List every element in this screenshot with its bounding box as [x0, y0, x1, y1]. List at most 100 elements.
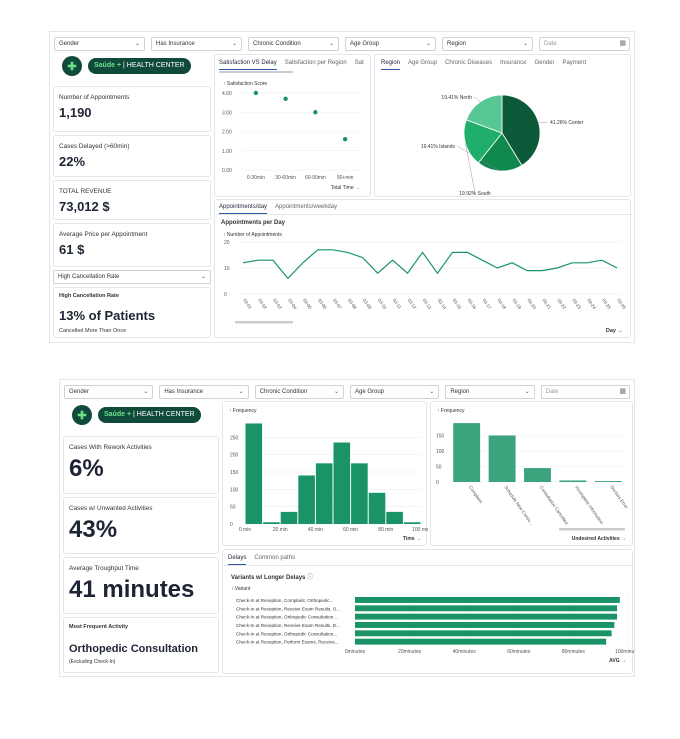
insurance-filter[interactable]: Has Insurance ⌄ [151, 37, 242, 51]
x-tick-label: 03-09 [362, 298, 373, 311]
tab-chronic-diseases[interactable]: Chronic Diseases [445, 60, 493, 66]
metric-selector-label: High Cancellation Rate [58, 274, 120, 280]
divider [215, 214, 632, 215]
kpi-appointments: Number of Appointments 1,190 [53, 86, 211, 132]
insurance-filter[interactable]: Has Insurance ⌄ [159, 385, 249, 399]
kpi-value: 1,190 [59, 105, 92, 120]
gender-filter-label: Gender [69, 389, 90, 395]
x-axis-title: Time → [403, 536, 421, 542]
x-tick-label: 40 min [308, 527, 323, 533]
x-tick-label: 20minutes [398, 649, 422, 655]
pie-slice [477, 132, 523, 172]
delays-bar-chart: ↑ Variant 0minutes 20minutes 40minutes 60min… [231, 586, 634, 664]
pie-leader-line [538, 121, 549, 123]
histogram-bar [333, 442, 351, 524]
filter-bar: Gender ⌄ Has Insurance ⌄ Chronic Condition… [54, 37, 630, 51]
x-tick-label: 100 min [412, 527, 428, 533]
date-filter-label: Date [545, 389, 559, 395]
kpi-average-price: Average Price per Appointment 61 $ [53, 223, 211, 267]
age-filter[interactable]: Age Group ⌄ [349, 385, 440, 399]
histogram-bar [403, 522, 421, 524]
tab-region[interactable]: Region [381, 60, 401, 70]
tab-scrollbar[interactable] [219, 71, 293, 73]
gender-filter[interactable]: Gender ⌄ [64, 385, 154, 399]
histogram-bar [386, 511, 403, 524]
tab-satisfaction-more[interactable]: Sat [354, 60, 364, 66]
logo-mark-icon: ✚ [62, 56, 82, 76]
pie-leader-line [465, 143, 476, 194]
tab-insurance[interactable]: Insurance [500, 60, 527, 66]
appointments-card: Appointments/day Appointments/weekday Ap… [214, 199, 632, 338]
x-tick-label: 03-26 [616, 298, 627, 311]
histogram-bar [298, 475, 315, 524]
logo-mark-icon: ✚ [72, 405, 92, 425]
region-filter[interactable]: Region ⌄ [442, 37, 533, 51]
x-tick-label: 03-24 [586, 298, 597, 311]
calendar-icon: ▦ [619, 388, 626, 395]
x-tick-label: 03-04 [287, 298, 298, 311]
category-bar [559, 480, 587, 482]
horizontal-scrollbar[interactable] [559, 528, 625, 531]
brand-logo: ✚ Saúde + | HEALTH CENTER [72, 405, 201, 425]
y-tick-label: 100 [436, 449, 445, 455]
brand-subtitle: | HEALTH CENTER [133, 411, 195, 418]
divider [223, 565, 634, 566]
cancellation-note: Cancelled More Than Once [59, 328, 127, 334]
age-filter[interactable]: Age Group ⌄ [345, 37, 436, 51]
x-tick-label: Complaint [468, 485, 484, 505]
y-tick-label: 0 [436, 480, 439, 486]
variant-label: Check-In at Reception, Perform Exams, Re… [236, 640, 339, 645]
y-tick-label: 0.00 [222, 168, 232, 174]
tab-delays[interactable]: Delays [228, 555, 247, 565]
chevron-down-icon: ⌄ [425, 41, 431, 47]
metric-selector[interactable]: High Cancellation Rate ⌄ [53, 270, 211, 284]
category-bar [594, 481, 622, 482]
satisfaction-scatter-chart: ↑ Satisfaction Score 0.00 1.00 2.00 3.00 4.00… [222, 81, 360, 191]
y-tick-label: 250 [230, 435, 239, 441]
tab-common-paths[interactable]: Common paths [254, 555, 296, 561]
delays-card: Delays Common paths Variants w/ Longer D… [222, 549, 634, 674]
tab-satisfaction-delay[interactable]: Satisfaction VS Delay [219, 60, 277, 70]
tab-appointments-weekday[interactable]: Appointments/weekday [275, 204, 338, 210]
gender-filter[interactable]: Gender ⌄ [54, 37, 145, 51]
kpi-value: 41 minutes [69, 576, 195, 603]
tab-age-group[interactable]: Age Group [408, 60, 438, 66]
variant-label: Check-In at Reception, Receive Exam Resu… [236, 623, 340, 628]
chevron-down-icon: ⌄ [524, 389, 530, 395]
undesired-activities-chart: ↑ Frequency 0 50 100 150 Complaint Schedule Ne… [436, 408, 629, 542]
chronic-filter[interactable]: Chronic Condition ⌄ [248, 37, 339, 51]
cancellation-title: High Cancellation Rate [59, 293, 119, 299]
x-tick-label: 03-10 [377, 298, 388, 311]
x-axis-title: Undesired Activities → [572, 536, 626, 542]
category-bar [453, 423, 481, 482]
chevron-down-icon: ⌄ [231, 41, 237, 47]
category-bar [524, 468, 551, 482]
x-tick-label: 03-25 [601, 298, 612, 311]
insurance-filter-label: Has Insurance [164, 389, 204, 395]
tab-gender[interactable]: Gender [534, 60, 555, 66]
x-tick-label: 03-14 [437, 298, 448, 311]
tab-payment[interactable]: Payment [562, 60, 587, 66]
chronic-filter[interactable]: Chronic Condition ⌄ [254, 385, 344, 399]
category-bar [488, 435, 516, 482]
tab-appointments-day[interactable]: Appointments/day [219, 204, 268, 214]
region-filter[interactable]: Region ⌄ [445, 385, 535, 399]
date-filter[interactable]: Date ▦ [540, 385, 630, 399]
brand-name: Saúde + [104, 411, 132, 418]
frequent-activity-title: Most Frequent Activity [69, 624, 129, 630]
cancellation-value: 13% of Patients [59, 308, 156, 323]
horizontal-scrollbar[interactable] [235, 321, 293, 324]
dashboard-process: Gender ⌄ Has Insurance ⌄ Chronic Condition… [59, 379, 635, 677]
kpi-label: TOTAL REVENUE [59, 188, 112, 195]
pie-slice [465, 94, 503, 134]
brand-logo: ✚ Saúde + | HEALTH CENTER [62, 56, 191, 76]
x-tick-label: 60minutes [507, 649, 531, 655]
frequent-activity-card: Most Frequent Activity Orthopedic Consul… [63, 617, 219, 673]
x-tick-label: 03-05 [302, 298, 313, 311]
tab-satisfaction-region[interactable]: Satisfaction per Region [284, 60, 347, 66]
histogram-bar [245, 423, 263, 524]
info-icon[interactable]: ⓘ [307, 575, 314, 581]
date-filter[interactable]: Date ▦ [539, 37, 630, 51]
x-tick-label: 03-13 [422, 298, 433, 311]
x-tick-label: 03-18 [497, 298, 508, 311]
